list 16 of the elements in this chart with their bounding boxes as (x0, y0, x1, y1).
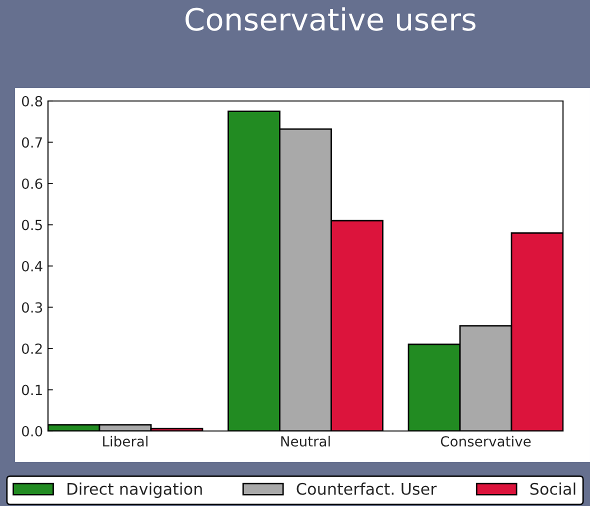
legend-label: Social (530, 482, 576, 495)
x-tick-label: Conservative (440, 436, 531, 447)
y-tick-label: 0.3 (22, 302, 42, 313)
y-tick-label: 0.7 (22, 137, 42, 148)
legend-label: Counterfact. User (296, 482, 437, 495)
y-tick-label: 0.2 (22, 343, 42, 354)
chart-title: Conservative users (186, 7, 476, 31)
y-tick-label: 0.1 (22, 384, 42, 396)
legend-label: Direct navigation (68, 482, 202, 498)
y-tick-label: 0.5 (22, 220, 42, 230)
y-tick-label: 0.6 (22, 178, 42, 189)
y-tick-label: 0.0 (22, 426, 42, 436)
x-tick-label: Liberal (103, 436, 148, 447)
y-tick-label: 0.4 (22, 260, 42, 272)
x-tick-label: Neutral (281, 436, 330, 447)
y-tick-label: 0.8 (22, 96, 42, 106)
